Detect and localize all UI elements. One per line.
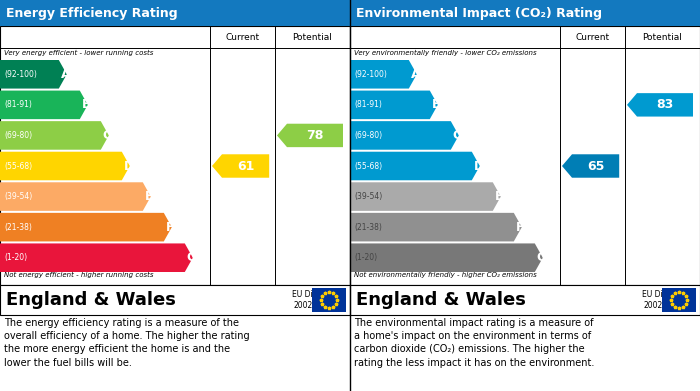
Text: 78: 78	[307, 129, 323, 142]
Text: D: D	[474, 160, 484, 172]
Polygon shape	[277, 124, 343, 147]
Text: Energy Efficiency Rating: Energy Efficiency Rating	[6, 7, 178, 20]
Bar	[0, 0, 350, 26]
Text: EU Directive
2002/91/EC: EU Directive 2002/91/EC	[642, 290, 689, 310]
Bar	[0, 26, 350, 285]
Text: (1-20): (1-20)	[354, 253, 377, 262]
Text: E: E	[145, 190, 153, 203]
Polygon shape	[0, 91, 88, 119]
Bar	[350, 26, 700, 285]
Polygon shape	[0, 152, 130, 180]
Text: D: D	[124, 160, 134, 172]
Text: England & Wales: England & Wales	[6, 291, 176, 309]
Text: B: B	[432, 99, 441, 111]
Text: England & Wales: England & Wales	[356, 291, 526, 309]
Text: Not environmentally friendly - higher CO₂ emissions: Not environmentally friendly - higher CO…	[354, 272, 537, 278]
Text: Very energy efficient - lower running costs: Very energy efficient - lower running co…	[4, 50, 153, 56]
Text: G: G	[537, 251, 547, 264]
Bar	[350, 285, 700, 315]
Text: Current: Current	[225, 32, 260, 41]
Text: (81-91): (81-91)	[4, 100, 32, 109]
Text: Not energy efficient - higher running costs: Not energy efficient - higher running co…	[4, 272, 153, 278]
Polygon shape	[350, 60, 416, 89]
Text: Very environmentally friendly - lower CO₂ emissions: Very environmentally friendly - lower CO…	[354, 50, 537, 56]
Polygon shape	[350, 121, 458, 150]
Text: 65: 65	[587, 160, 604, 172]
Text: C: C	[103, 129, 112, 142]
Text: C: C	[453, 129, 462, 142]
Text: (81-91): (81-91)	[354, 100, 382, 109]
Text: (21-38): (21-38)	[4, 222, 32, 231]
Polygon shape	[0, 60, 66, 89]
Text: (39-54): (39-54)	[354, 192, 382, 201]
Text: F: F	[166, 221, 174, 234]
Text: (69-80): (69-80)	[354, 131, 382, 140]
Polygon shape	[627, 93, 693, 117]
Polygon shape	[350, 213, 522, 241]
Polygon shape	[562, 154, 620, 178]
Text: The energy efficiency rating is a measure of the
overall efficiency of a home. T: The energy efficiency rating is a measur…	[4, 318, 250, 368]
Text: (39-54): (39-54)	[4, 192, 32, 201]
Polygon shape	[350, 244, 542, 272]
Text: 83: 83	[657, 99, 673, 111]
Text: G: G	[187, 251, 197, 264]
Text: Potential: Potential	[643, 32, 682, 41]
Text: (92-100): (92-100)	[354, 70, 387, 79]
Text: The environmental impact rating is a measure of
a home's impact on the environme: The environmental impact rating is a mea…	[354, 318, 594, 368]
Text: EU Directive
2002/91/EC: EU Directive 2002/91/EC	[292, 290, 339, 310]
Text: B: B	[82, 99, 91, 111]
Text: (55-68): (55-68)	[4, 161, 32, 170]
Polygon shape	[350, 152, 480, 180]
Text: Environmental Impact (CO₂) Rating: Environmental Impact (CO₂) Rating	[356, 7, 602, 20]
Text: (21-38): (21-38)	[354, 222, 382, 231]
Polygon shape	[0, 213, 172, 241]
Polygon shape	[212, 154, 270, 178]
Text: 61: 61	[237, 160, 254, 172]
Bar	[312, 288, 346, 312]
Polygon shape	[0, 244, 193, 272]
Polygon shape	[0, 121, 108, 150]
Text: (69-80): (69-80)	[4, 131, 32, 140]
Text: F: F	[516, 221, 524, 234]
Text: (55-68): (55-68)	[354, 161, 382, 170]
Text: E: E	[495, 190, 503, 203]
Polygon shape	[350, 182, 500, 211]
Text: (92-100): (92-100)	[4, 70, 37, 79]
Text: A: A	[61, 68, 71, 81]
Bar	[0, 285, 350, 315]
Text: Current: Current	[575, 32, 610, 41]
Text: (1-20): (1-20)	[4, 253, 27, 262]
Bar	[350, 0, 700, 26]
Polygon shape	[0, 182, 150, 211]
Text: Potential: Potential	[293, 32, 332, 41]
Bar	[662, 288, 696, 312]
Polygon shape	[350, 91, 438, 119]
Text: A: A	[411, 68, 421, 81]
